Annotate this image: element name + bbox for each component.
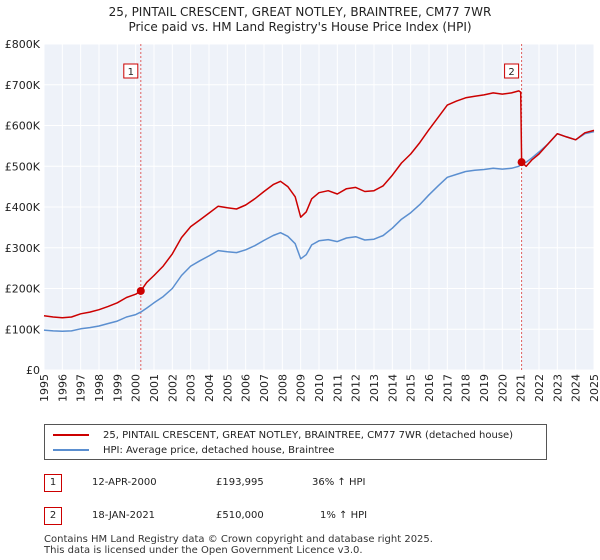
x-tick-label: 2011 — [331, 374, 344, 402]
x-tick-label: 2015 — [405, 374, 418, 402]
footer-copyright: Contains HM Land Registry data © Crown c… — [44, 534, 433, 545]
x-tick-label: 2021 — [515, 374, 528, 402]
x-tick-label: 1997 — [75, 374, 88, 402]
x-tick-label: 2019 — [478, 374, 491, 402]
sale-number-badge: 2 — [44, 507, 62, 525]
legend-label-property: 25, PINTAIL CRESCENT, GREAT NOTLEY, BRAI… — [103, 430, 514, 441]
x-tick-label: 2000 — [130, 374, 143, 402]
x-tick-label: 2020 — [496, 374, 509, 402]
y-axis: £0 £100K £200K £300K £400K £500K £600K £700K £80… — [5, 38, 41, 377]
sale-price: £193,995 — [216, 477, 264, 488]
y-tick-label: £500K — [5, 160, 41, 173]
y-tick-label: £200K — [5, 283, 41, 296]
sale-marker-number: 2 — [508, 67, 514, 78]
legend-item-hpi: HPI: Average price, detached house, Brai… — [53, 444, 334, 458]
x-tick-label: 2005 — [221, 374, 234, 402]
sale-row: 2 18-JAN-2021 £510,000 1% ↑ HPI — [44, 507, 564, 527]
y-tick-label: £300K — [5, 242, 41, 255]
y-tick-label: £0 — [26, 364, 40, 377]
sale-row: 1 12-APR-2000 £193,995 36% ↑ HPI — [44, 474, 564, 494]
x-axis: 1995 1996 1997 1998 1999 2000 2001 2002 2003 2004… — [38, 374, 600, 402]
x-tick-label: 2017 — [441, 374, 454, 402]
y-tick-label: £700K — [5, 79, 41, 92]
sale-hpi-change: 1% ↑ HPI — [320, 510, 368, 521]
x-tick-label: 2002 — [166, 374, 179, 402]
x-tick-label: 2022 — [533, 374, 546, 402]
legend-item-property: 25, PINTAIL CRESCENT, GREAT NOTLEY, BRAI… — [53, 429, 513, 443]
sale-point — [517, 158, 526, 167]
hpi-line — [43, 130, 595, 333]
x-tick-label: 2007 — [258, 374, 271, 402]
y-tick-label: £600K — [5, 120, 41, 133]
x-tick-label: 2018 — [460, 374, 473, 402]
chart-subtitle: Price paid vs. HM Land Registry's House … — [128, 20, 472, 34]
sale-date: 12-APR-2000 — [92, 477, 157, 488]
y-tick-label: £400K — [5, 201, 41, 214]
x-tick-label: 1995 — [38, 374, 51, 402]
x-tick-label: 2009 — [295, 374, 308, 402]
sale-marker-box — [123, 63, 139, 79]
legend-label-hpi: HPI: Average price, detached house, Brai… — [103, 445, 335, 456]
x-tick-label: 1999 — [111, 374, 124, 402]
y-tick-label: £100K — [5, 323, 41, 336]
sale-date: 18-JAN-2021 — [92, 510, 156, 521]
sale-point — [136, 286, 145, 295]
x-tick-label: 2003 — [185, 374, 198, 402]
x-tick-label: 2010 — [313, 374, 326, 402]
x-tick-label: 2023 — [551, 374, 564, 402]
legend: 25, PINTAIL CRESCENT, GREAT NOTLEY, BRAI… — [44, 424, 547, 460]
x-tick-label: 2008 — [276, 374, 289, 402]
x-tick-label: 2025 — [588, 374, 600, 402]
sale-marker-box — [504, 63, 520, 79]
x-tick-label: 1996 — [56, 374, 69, 402]
sale-price: £510,000 — [216, 510, 264, 521]
x-tick-label: 2004 — [203, 374, 216, 402]
x-tick-label: 2006 — [240, 374, 253, 402]
sale-hpi-change: 36% ↑ HPI — [312, 477, 366, 488]
x-tick-label: 2013 — [368, 374, 381, 402]
sale-points — [136, 158, 526, 295]
sale-marker-number: 1 — [128, 67, 134, 78]
x-tick-label: 2024 — [570, 374, 583, 402]
footer-licence: This data is licensed under the Open Gov… — [44, 545, 363, 556]
chart-title: 25, PINTAIL CRESCENT, GREAT NOTLEY, BRAI… — [108, 5, 492, 19]
legend-swatch-blue — [53, 449, 89, 451]
x-tick-label: 2012 — [350, 374, 363, 402]
legend-swatch-red — [53, 434, 89, 436]
x-tick-label: 2014 — [386, 374, 399, 402]
sale-number-badge: 1 — [44, 474, 62, 492]
grid-lines — [43, 43, 595, 371]
x-tick-label: 1998 — [93, 374, 106, 402]
x-tick-label: 2001 — [148, 374, 161, 402]
x-tick-label: 2016 — [423, 374, 436, 402]
y-tick-label: £800K — [5, 38, 41, 51]
